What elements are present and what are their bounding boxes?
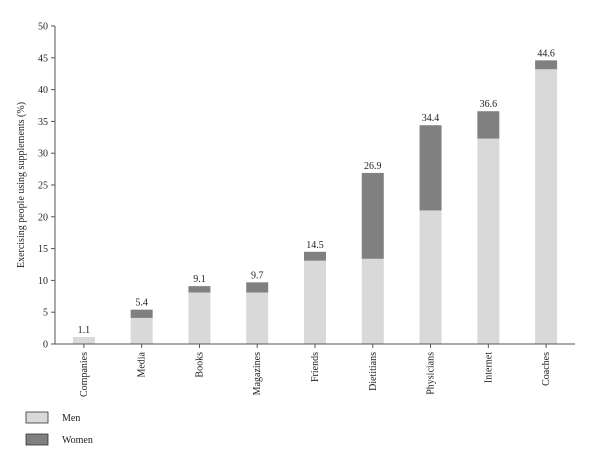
legend-swatch-men [25, 411, 49, 424]
y-tick-label: 10 [38, 276, 48, 287]
bar-total-label: 9.1 [193, 274, 206, 285]
bar-men-coaches [535, 69, 558, 345]
legend-swatch-women [25, 433, 49, 446]
bar-men-books [188, 292, 211, 344]
y-tick-label: 30 [38, 149, 48, 160]
x-tick-label: Internet [483, 352, 494, 383]
bar-total-label: 1.1 [78, 325, 91, 336]
y-axis-title: Exercising people using supplements (%) [16, 102, 27, 268]
bar-total-label: 5.4 [135, 298, 148, 309]
y-tick-label: 50 [38, 22, 48, 33]
legend-label-men: Men [62, 413, 80, 424]
bar-women-media [130, 309, 153, 318]
y-tick-label: 15 [38, 244, 48, 255]
bar-total-label: 26.9 [364, 161, 382, 172]
x-axis: Companies Media Books Magazines Friends Dieti… [55, 343, 575, 397]
x-tick-label: Media [137, 351, 148, 377]
bar-women-internet [477, 111, 500, 139]
y-tick-label: 35 [38, 117, 48, 128]
bar-men-friends [304, 260, 326, 344]
bar-women-coaches [535, 60, 558, 70]
y-tick-label: 25 [38, 181, 48, 192]
x-tick-label: Books [194, 352, 205, 378]
bar-men-physicians [419, 210, 442, 344]
bar-men-media [130, 317, 153, 344]
y-tick-label: 40 [38, 85, 48, 96]
x-tick-label: Companies [79, 352, 90, 397]
bar-women-dietitians [361, 172, 384, 259]
bar-total-label: 34.4 [422, 113, 440, 124]
bar-total-label: 14.5 [306, 240, 324, 251]
x-tick-label: Coaches [541, 352, 552, 386]
y-tick-label: 0 [43, 340, 48, 351]
bar-total-label: 36.6 [480, 99, 498, 110]
legend: Men Women [25, 411, 93, 446]
bar-total-label: 9.7 [251, 270, 264, 281]
x-tick-label: Physicians [426, 352, 437, 395]
y-axis: 0 5 10 15 20 25 30 35 40 45 50 [38, 22, 56, 351]
bar-men-companies [72, 337, 95, 344]
y-tick-label: 45 [38, 53, 48, 64]
bar-men-dietitians [361, 258, 384, 344]
x-tick-label: Friends [310, 352, 321, 382]
bar-men-internet [477, 138, 500, 344]
x-tick-label: Magazines [252, 352, 263, 395]
bar-women-magazines [246, 282, 269, 293]
legend-label-women: Women [62, 435, 93, 446]
bar-men-magazines [246, 292, 269, 344]
bar-women-books [188, 286, 211, 293]
x-tick-label: Dietitians [368, 352, 379, 391]
y-tick-label: 20 [38, 212, 48, 223]
bar-women-friends [304, 251, 326, 261]
bar-women-physicians [419, 125, 442, 211]
bar-total-label: 44.6 [537, 48, 555, 59]
bars: 1.1 5.4 9.1 9.7 14.5 26.9 34.4 36.6 44.6 [72, 48, 558, 345]
y-tick-label: 5 [43, 308, 48, 319]
